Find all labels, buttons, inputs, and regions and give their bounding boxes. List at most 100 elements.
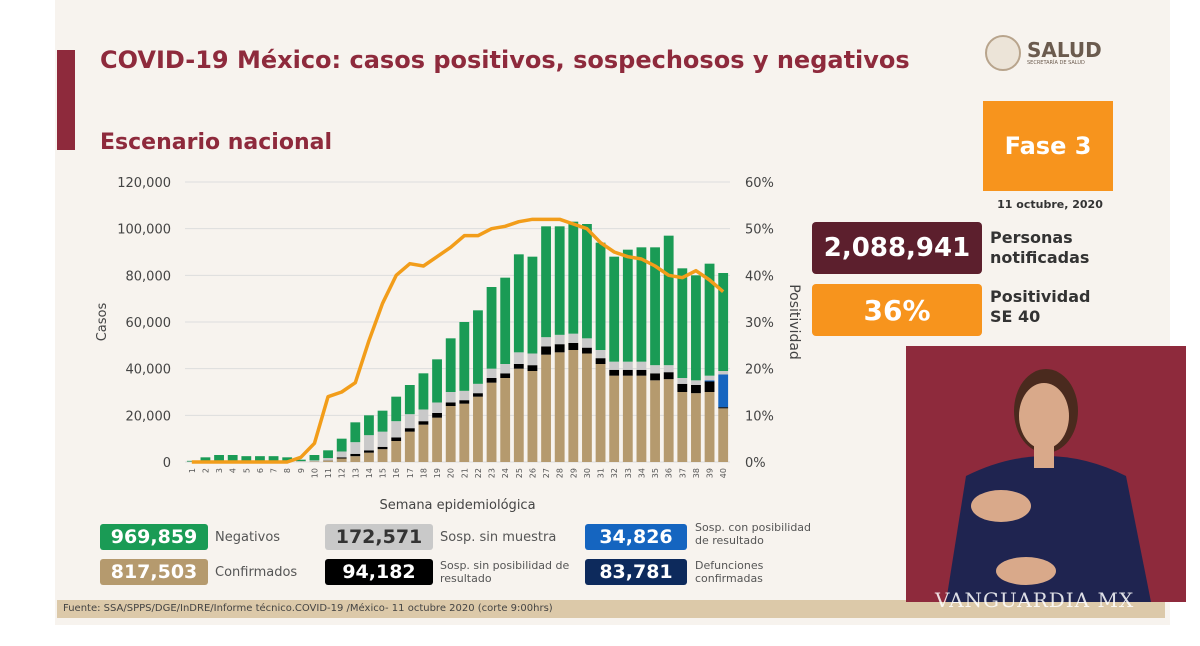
logo-subtext: SECRETARÍA DE SALUD <box>1027 60 1085 66</box>
x-tick-label: 8 <box>283 468 292 473</box>
y2-axis-title: Positividad <box>786 284 802 360</box>
y-tick-label: 80,000 <box>126 269 172 284</box>
bar-segment-sosp-sin-muestra <box>636 361 647 370</box>
positivity-label-line2: SE 40 <box>990 307 1041 326</box>
bar-segment-sosp-sin-posibilidad-de-resultado <box>486 378 497 383</box>
report-date: 11 octubre, 2020 <box>997 198 1103 211</box>
bar-segment-negativos <box>432 359 442 403</box>
suspects-no-sample-box: 172,571 <box>325 524 433 550</box>
bar-segment-sosp-sin-muestra <box>473 383 483 394</box>
x-tick-label: 23 <box>488 468 497 478</box>
x-tick-label: 9 <box>297 468 306 473</box>
bar-segment-sosp-sin-muestra <box>663 365 674 373</box>
bar-segment-sosp-sin-muestra <box>513 352 524 364</box>
bar-segment-confirmados <box>582 353 592 462</box>
bar-segment-negativos <box>309 455 320 461</box>
y2-tick-label: 0% <box>745 456 766 471</box>
bar-segment-sosp-sin-posibilidad-de-resultado <box>677 383 688 392</box>
bar-segment-sosp-sin-muestra <box>486 368 497 378</box>
bar-segment-negativos <box>513 254 524 353</box>
bar-segment-sosp-sin-posibilidad-de-resultado <box>704 381 715 392</box>
watermark: VANGUARDIA MX <box>935 588 1135 612</box>
bar-segment-confirmados <box>459 403 470 462</box>
bar-segment-negativos <box>718 273 729 371</box>
interpreter-figure <box>946 369 1151 602</box>
bar-segment-sosp-sin-posibilidad-de-resultado <box>568 343 579 350</box>
negatives-label: Negativos <box>215 530 281 545</box>
bar-segment-sosp-sin-muestra <box>364 435 374 451</box>
bar-segment-negativos <box>500 277 511 364</box>
bar-segment-negativos <box>486 287 497 369</box>
x-tick-label: 26 <box>528 468 537 478</box>
bar-segment-negativos <box>541 226 551 338</box>
bar-segment-sosp-sin-muestra <box>582 338 592 348</box>
bar-segment-sosp-sin-posibilidad-de-resultado <box>418 421 429 425</box>
x-tick-label: 13 <box>351 468 360 478</box>
bar-segment-sosp-sin-posibilidad-de-resultado <box>609 369 620 376</box>
bar-segment-sosp-sin-posibilidad-de-resultado <box>595 358 606 364</box>
bar-segment-sosp-sin-muestra <box>391 421 402 438</box>
bar-segment-sosp-sin-muestra <box>323 458 333 461</box>
x-tick-label: 36 <box>665 468 674 478</box>
y-tick-label: 60,000 <box>126 316 172 331</box>
page-subtitle: Escenario nacional <box>100 130 333 155</box>
bar-segment-confirmados <box>486 382 497 462</box>
bar-segment-negativos <box>650 247 660 366</box>
deaths-box: 83,781 <box>585 559 687 585</box>
bar-segment-sosp-sin-posibilidad-de-resultado <box>473 393 483 397</box>
bar-segment-confirmados <box>595 364 606 462</box>
x-tick-label: 34 <box>637 468 646 478</box>
bar-segment-sosp-sin-posibilidad-de-resultado <box>404 428 415 432</box>
bar-segment-confirmados <box>568 350 579 462</box>
x-tick-label: 21 <box>460 468 469 478</box>
bar-segment-sosp-sin-posibilidad-de-resultado <box>582 347 592 354</box>
bar-segment-confirmados <box>350 456 361 462</box>
bar-segment-sosp-sin-muestra <box>459 390 470 401</box>
phase-badge: Fase 3 <box>983 101 1113 191</box>
bar-segment-confirmados <box>418 424 429 462</box>
bar-segment-sosp-sin-posibilidad-de-resultado <box>432 413 442 418</box>
bar-segment-sosp-sin-posibilidad-de-resultado <box>364 450 374 453</box>
bar-segment-sosp-sin-posibilidad-de-resultado <box>459 400 470 404</box>
x-tick-label: 20 <box>447 468 456 478</box>
bar-segment-sosp-sin-muestra <box>500 364 511 374</box>
bar-segment-confirmados <box>718 408 729 462</box>
bar-segment-sosp-sin-muestra <box>336 451 347 458</box>
bar-segment-confirmados <box>473 396 483 462</box>
notified-label-line2: notificadas <box>990 248 1090 267</box>
bar-segment-negativos <box>377 410 388 432</box>
x-tick-label: 35 <box>651 468 660 478</box>
y2-tick-label: 50% <box>745 223 774 238</box>
seal-icon <box>985 35 1021 71</box>
bar-segment-confirmados <box>323 460 333 462</box>
sign-language-interpreter-video <box>906 346 1186 602</box>
confirmed-label: Confirmados <box>215 565 298 580</box>
salud-logo: SALUD SECRETARÍA DE SALUD <box>985 35 1102 71</box>
bar-segment-sosp-sin-muestra <box>609 361 620 370</box>
page-title: COVID-19 México: casos positivos, sospec… <box>100 46 910 74</box>
notified-label-line1: Personas <box>990 228 1073 247</box>
bar-segment-sosp-sin-muestra <box>677 378 688 384</box>
positivity-line <box>191 217 725 464</box>
bar-segment-sosp-sin-posibilidad-de-resultado <box>445 402 456 406</box>
x-tick-label: 40 <box>719 468 728 478</box>
deaths-label: Defunciones confirmadas <box>695 559 764 585</box>
bar-segment-sosp-sin-posibilidad-de-resultado <box>663 372 674 380</box>
x-tick-label: 29 <box>569 468 578 478</box>
bar-segment-sosp-sin-posibilidad-de-resultado <box>391 437 402 441</box>
bar-segment-confirmados <box>391 441 402 462</box>
bar-segment-confirmados <box>704 392 715 462</box>
bar-segment-sosp-sin-posibilidad-de-resultado <box>636 369 647 376</box>
x-tick-label: 28 <box>556 468 565 478</box>
bar-segment-sosp-con-posibilidad-de-resultado <box>718 374 729 408</box>
bar-segment-negativos <box>622 249 633 362</box>
y2-tick-label: 30% <box>745 316 774 331</box>
bar-segment-sosp-sin-muestra <box>295 461 306 462</box>
bar-segment-negativos <box>568 221 579 334</box>
bar-segment-sosp-sin-muestra <box>527 353 538 366</box>
x-tick-label: 16 <box>392 468 401 478</box>
bar-segment-sosp-sin-muestra <box>595 350 606 359</box>
bar-segment-sosp-sin-muestra <box>568 333 579 343</box>
bar-segment-negativos <box>227 455 238 462</box>
y-tick-label: 0 <box>163 456 171 471</box>
